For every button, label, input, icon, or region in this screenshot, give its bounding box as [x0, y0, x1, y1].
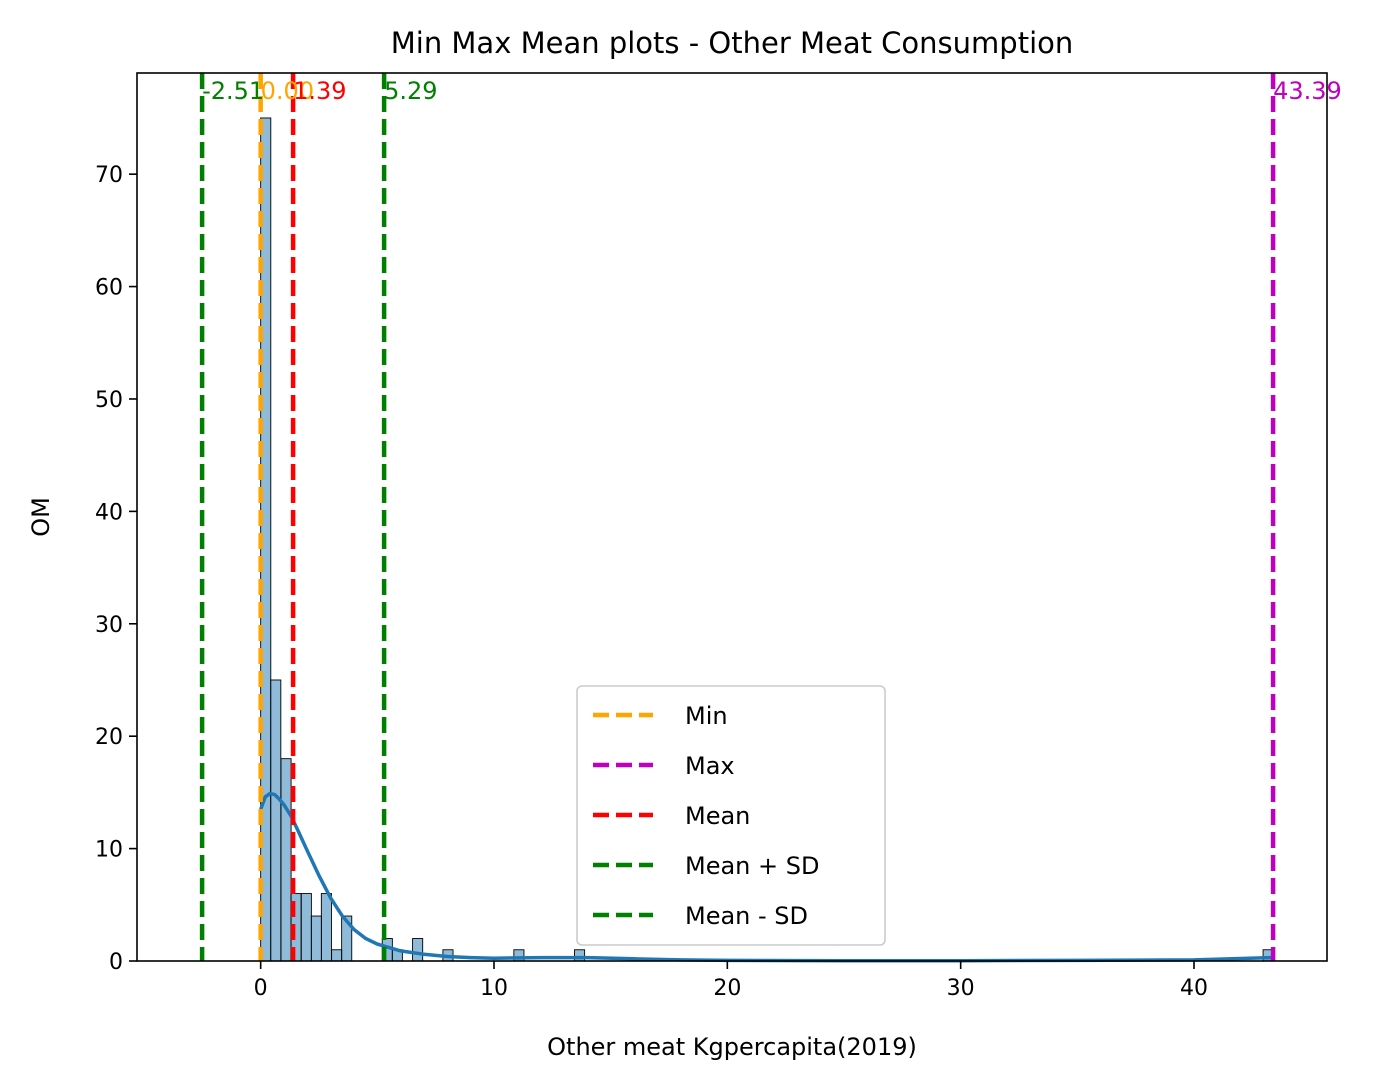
legend-label-mean: Mean: [685, 802, 750, 830]
x-tick-label: 30: [947, 976, 975, 1001]
y-axis-ticks: 0 10 20 30 40 50 60 70: [95, 163, 137, 975]
legend-label-plus_sd: Mean + SD: [685, 852, 819, 880]
histogram-bar: [280, 758, 292, 962]
x-tick-label: 0: [254, 976, 268, 1001]
legend: Min Max Mean Mean + SD Mean - SD: [576, 685, 886, 946]
histogram-bar: [331, 949, 343, 962]
y-axis-label: OM: [27, 497, 55, 537]
x-axis-label: Other meat Kgpercapita(2019): [547, 1033, 917, 1061]
histogram-bars: [260, 117, 1274, 962]
x-tick-label: 20: [713, 976, 741, 1001]
x-tick-label: 10: [480, 976, 508, 1001]
y-tick-label: 20: [95, 725, 123, 750]
y-tick-label: 70: [95, 163, 123, 188]
chart-title: Min Max Mean plots - Other Meat Consumpt…: [391, 26, 1074, 60]
y-tick-label: 30: [95, 613, 123, 638]
histogram-bar: [310, 915, 322, 962]
annotation-max: 43.39: [1273, 77, 1342, 105]
legend-box: [576, 685, 886, 946]
y-tick-label: 10: [95, 838, 123, 863]
x-tick-label: 40: [1180, 976, 1208, 1001]
plot-frame: [136, 72, 1328, 962]
histogram-bar: [300, 893, 312, 962]
annotation-minus_sd: -2.51: [202, 77, 264, 105]
legend-label-max: Max: [685, 752, 735, 780]
legend-label-min: Min: [685, 702, 728, 730]
y-tick-label: 40: [95, 500, 123, 525]
y-tick-label: 0: [109, 950, 123, 975]
histogram-bar: [270, 679, 282, 962]
legend-label-minus_sd: Mean - SD: [685, 902, 808, 930]
annotation-min: 0.00: [261, 77, 314, 105]
histogram-bar: [412, 938, 424, 962]
y-tick-label: 60: [95, 276, 123, 301]
annotation-plus_sd: 5.29: [384, 77, 437, 105]
histogram-bar: [320, 893, 332, 962]
x-axis-ticks: 0 10 20 30 40: [254, 961, 1208, 1001]
reference-annotations: -2.510.001.39 5.29 43.39: [202, 77, 1342, 105]
annotation-mean: 1.39: [293, 77, 346, 105]
reference-lines: [199, 73, 1276, 961]
y-tick-label: 50: [95, 388, 123, 413]
